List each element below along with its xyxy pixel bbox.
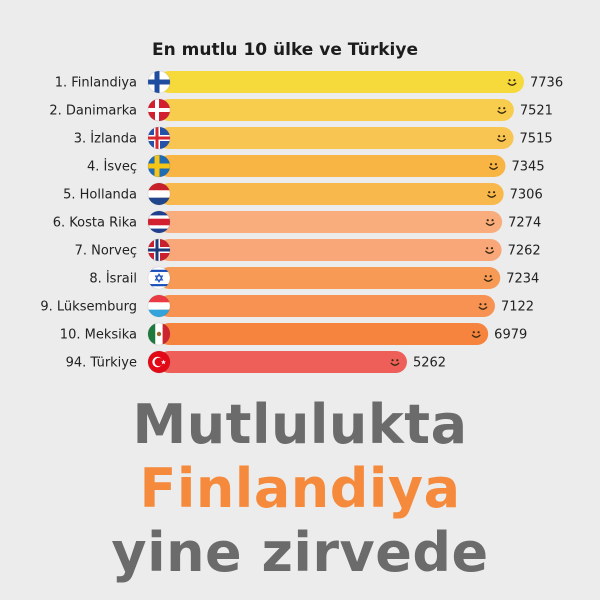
smiley-icon <box>485 247 495 254</box>
bar <box>158 99 514 121</box>
value-label: 6979 <box>494 328 527 343</box>
turkey-flag <box>147 350 171 374</box>
category-label: 9. Lüksemburg <box>40 300 137 315</box>
bar <box>158 323 489 345</box>
bar <box>158 71 524 93</box>
netherlands-flag <box>147 182 171 206</box>
category-label: 4. İsveç <box>87 159 137 175</box>
category-label: 8. İsrail <box>89 271 137 287</box>
value-label: 7736 <box>530 76 563 91</box>
bar <box>158 295 495 317</box>
smiley-icon <box>471 331 481 338</box>
headline-line-3: yine zirvede <box>111 521 489 584</box>
norway-flag <box>147 238 171 262</box>
smiley-icon <box>483 275 493 282</box>
value-label: 7345 <box>512 160 545 175</box>
headline-line-2: Finlandiya <box>139 457 461 520</box>
mexico-flag <box>147 322 171 346</box>
value-label: 7515 <box>520 132 553 147</box>
value-label: 7274 <box>508 216 541 231</box>
chart-rows: 1. Finlandiya 7736 2. Danimarka 7521 3. İzla… <box>40 70 563 374</box>
smiley-icon <box>390 359 400 366</box>
denmark-flag <box>147 98 171 122</box>
bar <box>158 267 501 289</box>
smiley-icon <box>485 219 495 226</box>
category-label: 1. Finlandiya <box>55 76 137 91</box>
category-label: 10. Meksika <box>60 328 137 343</box>
value-label: 7122 <box>501 300 534 315</box>
value-label: 5262 <box>413 356 446 371</box>
category-label: 6. Kosta Rika <box>53 216 137 231</box>
value-label: 7234 <box>506 272 539 287</box>
smiley-icon <box>507 79 517 86</box>
smiley-icon <box>487 191 497 198</box>
category-label: 7. Norveç <box>75 244 137 259</box>
sweden-flag <box>147 154 171 178</box>
headline-line-1: Mutlulukta <box>132 393 468 456</box>
costa-rica-flag <box>147 210 171 234</box>
bar <box>158 155 506 177</box>
smiley-icon <box>478 303 488 310</box>
finland-flag <box>147 70 171 94</box>
happiness-bar-chart: En mutlu 10 ülke ve Türkiye 1. Finlandiy… <box>40 40 563 374</box>
value-label: 7306 <box>510 188 543 203</box>
category-label: 2. Danimarka <box>49 104 137 119</box>
category-label: 5. Hollanda <box>63 188 137 203</box>
value-label: 7262 <box>508 244 541 259</box>
chart-title: En mutlu 10 ülke ve Türkiye <box>152 40 418 60</box>
bar <box>158 183 504 205</box>
bar <box>158 239 502 261</box>
israel-flag <box>147 266 171 290</box>
iceland-flag <box>147 126 171 150</box>
bar <box>158 351 407 373</box>
bar <box>158 127 514 149</box>
smiley-icon <box>497 107 507 114</box>
smiley-icon <box>489 163 498 170</box>
category-label: 3. İzlanda <box>74 131 137 147</box>
bar <box>158 211 503 233</box>
value-label: 7521 <box>520 104 553 119</box>
category-label: 94. Türkiye <box>66 356 137 371</box>
smiley-icon <box>497 135 506 142</box>
luxembourg-flag <box>147 294 171 318</box>
